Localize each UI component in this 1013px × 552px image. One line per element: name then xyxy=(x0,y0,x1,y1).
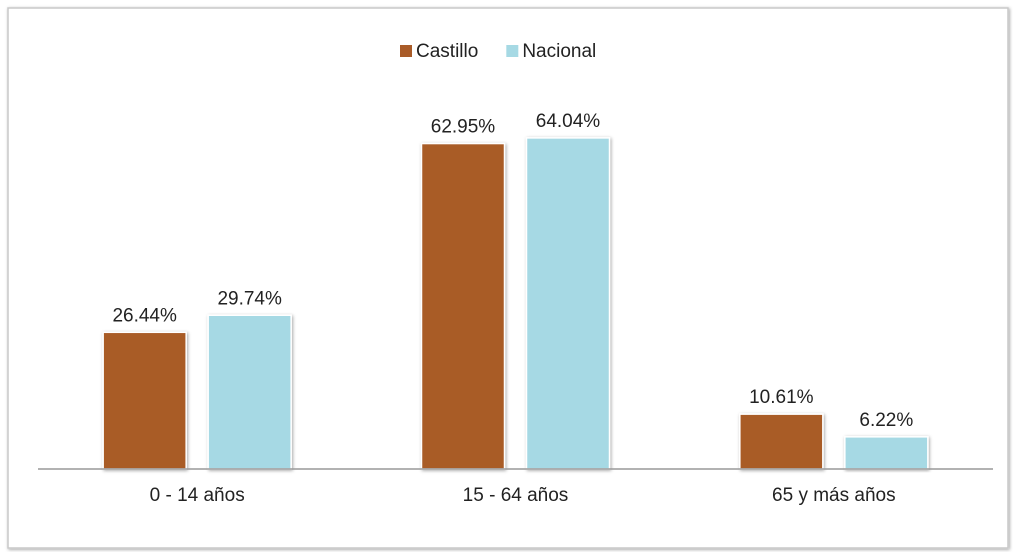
data-label: 10.61% xyxy=(749,387,814,408)
x-tick-label: 15 - 64 años xyxy=(463,485,569,506)
data-label: 6.22% xyxy=(859,410,913,431)
data-label: 62.95% xyxy=(431,117,496,138)
data-label: 64.04% xyxy=(536,111,601,132)
data-label: 29.74% xyxy=(217,288,282,309)
x-tick-label: 0 - 14 años xyxy=(150,485,245,506)
legend-label: Castillo xyxy=(416,41,478,62)
bar xyxy=(844,436,929,470)
bar xyxy=(739,413,824,470)
legend-swatch xyxy=(506,45,519,57)
bar xyxy=(420,142,506,470)
bar xyxy=(102,331,187,470)
bar xyxy=(207,314,292,470)
x-tick-label: 65 y más años xyxy=(772,485,896,506)
legend-label: Nacional xyxy=(522,41,596,62)
data-label: 26.44% xyxy=(112,305,177,326)
bar xyxy=(525,137,611,470)
legend-swatch xyxy=(400,45,412,57)
